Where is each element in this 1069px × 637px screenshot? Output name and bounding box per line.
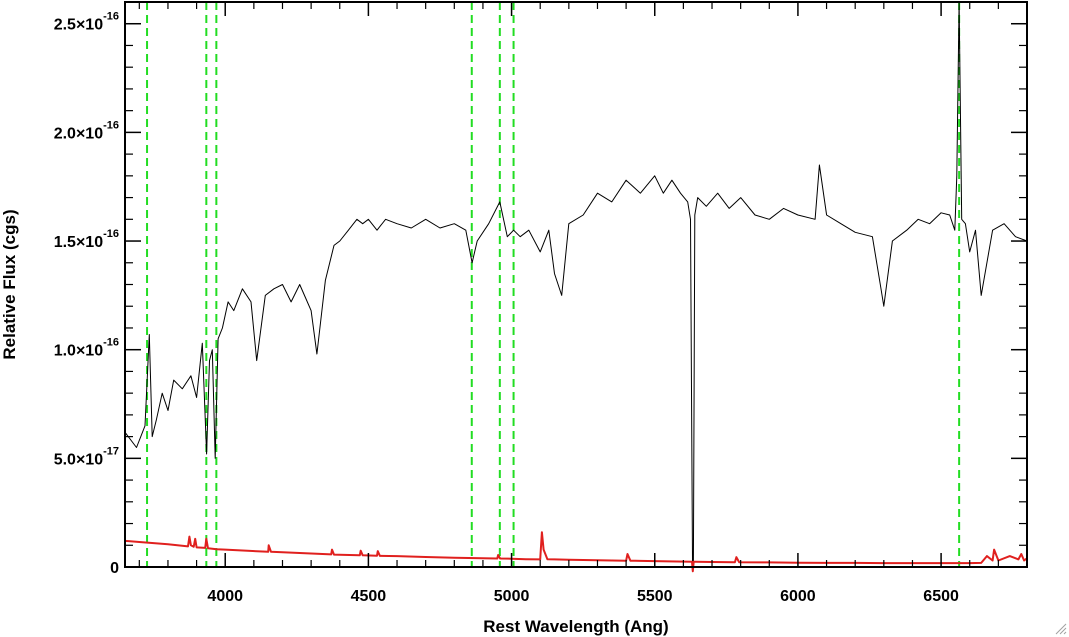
x-tick-label: 6000 (780, 588, 816, 605)
x-tick-label: 4500 (351, 588, 387, 605)
y-tick-label: 2.0×10-16 (54, 119, 119, 142)
y-tick-label: 5.0×10-17 (54, 445, 119, 468)
spectrum-series (124, 1, 1028, 573)
error-series-line (124, 531, 1028, 573)
emission-line-markers (146, 2, 961, 567)
x-tick-label: 5000 (494, 588, 530, 605)
plot-frame (124, 1, 1028, 568)
resize-grip-icon[interactable] (1053, 621, 1067, 635)
x-tick-label: 5500 (637, 588, 673, 605)
y-axis-ticks: 0 5.0×10-17 1.0×10-16 1.5×10-16 2.0×10-16 2.5… (54, 1, 1027, 577)
x-axis-ticks: 4000 4500 5000 5500 6000 6500 (138, 2, 1028, 605)
y-tick-label: 1.5×10-16 (54, 228, 119, 251)
y-tick-label: 1.0×10-16 (54, 337, 119, 360)
x-axis-label: Rest Wavelength (Ang) (483, 617, 668, 636)
x-tick-label: 4000 (207, 588, 243, 605)
flux-series-line (124, 1, 1028, 564)
y-tick-label: 2.5×10-16 (54, 11, 119, 34)
y-axis-label: Relative Flux (cgs) (0, 209, 19, 359)
y-tick-label: 0 (110, 560, 119, 577)
x-tick-label: 6500 (923, 588, 959, 605)
